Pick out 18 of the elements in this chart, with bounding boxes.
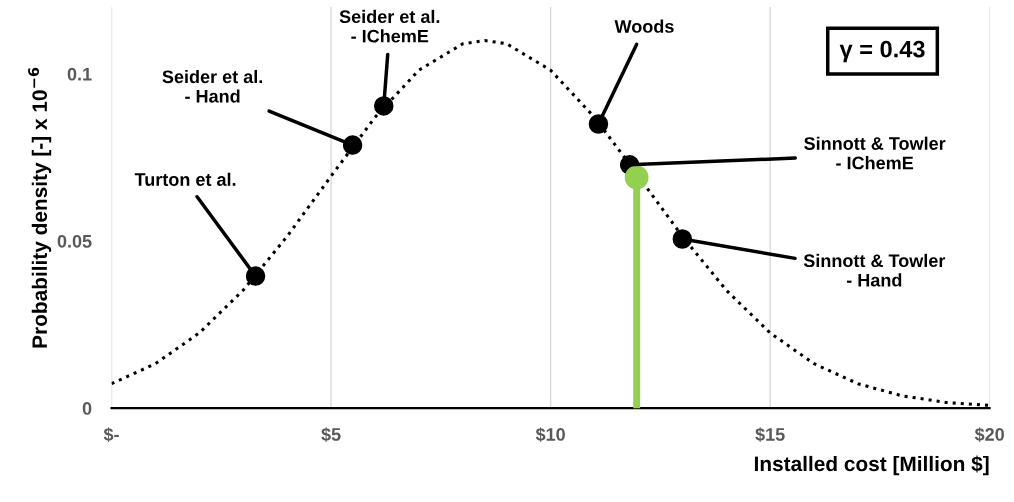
y-tick-label: 0 bbox=[82, 402, 92, 415]
annotation: Woods bbox=[614, 19, 674, 33]
y-axis-title: Probability density [-] x 10$^{−6}$ bbox=[28, 67, 52, 348]
annotation: Sinnott & Towler - IChemE bbox=[804, 136, 946, 170]
y-tick-label: 0.1 bbox=[67, 67, 92, 81]
x-tick-label: $5 bbox=[321, 427, 341, 442]
annotation: Sinnott & Towler - Hand bbox=[803, 253, 946, 287]
x-axis-title: Installed cost [Million $] bbox=[754, 455, 989, 476]
annotation: Seider et al. - IChemE bbox=[339, 9, 440, 43]
annotation: Seider et al. - Hand bbox=[162, 69, 263, 103]
point bbox=[624, 165, 649, 190]
x-tick-label: $- bbox=[103, 427, 119, 442]
annotation: Turton et al. bbox=[134, 172, 236, 186]
annotation: γ = 0.43 bbox=[839, 40, 925, 63]
x-tick-label: $15 bbox=[755, 427, 785, 442]
x-tick-label: $20 bbox=[974, 427, 1004, 442]
y-tick-label: 0.05 bbox=[57, 234, 92, 248]
x-tick-label: $10 bbox=[535, 427, 565, 442]
